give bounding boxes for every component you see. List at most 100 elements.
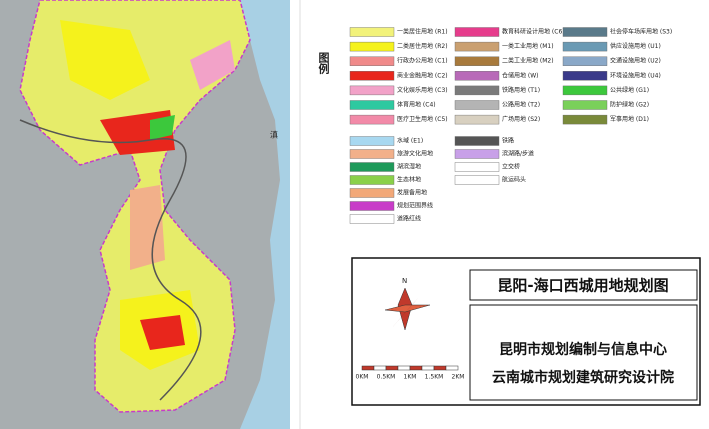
legend-swatch bbox=[349, 100, 395, 110]
scale-segment bbox=[445, 365, 459, 371]
legend-swatch bbox=[562, 56, 608, 66]
legend-label: 铁路 bbox=[502, 137, 514, 145]
organization: 昆明市规划编制与信息中心 bbox=[499, 341, 667, 358]
legend-label: 立交桥 bbox=[502, 163, 520, 171]
legend-label: 教育科研设计用地 (C6) bbox=[502, 28, 565, 36]
map-title: 昆阳-海口西城用地规划图 bbox=[497, 277, 668, 295]
zone bbox=[140, 315, 185, 350]
scale-label: 0KM bbox=[356, 374, 369, 381]
legend-swatch bbox=[349, 71, 395, 81]
legend-label: 道路红线 bbox=[397, 215, 421, 223]
legend-label: 军事用地 (D1) bbox=[610, 115, 649, 123]
legend-label: 规划范围界线 bbox=[397, 202, 433, 210]
legend-swatch bbox=[454, 136, 500, 146]
legend-label: 一类居住用地 (R1) bbox=[397, 28, 448, 36]
scale-segment bbox=[433, 365, 447, 371]
legend-label: 供应设施用地 (U1) bbox=[610, 42, 661, 50]
legend-label: 铁路用地 (T1) bbox=[502, 86, 540, 94]
compass bbox=[384, 304, 431, 313]
legend-swatch bbox=[454, 85, 500, 96]
scale-label: 0.5KM bbox=[377, 374, 396, 381]
zone bbox=[150, 115, 175, 140]
compass bbox=[390, 298, 418, 330]
frame bbox=[469, 269, 698, 301]
scale-segment bbox=[373, 365, 387, 371]
legend-swatch bbox=[349, 201, 395, 211]
legend-label: 生态林地 bbox=[397, 176, 421, 184]
legend-label: 旅游文化用地 bbox=[397, 150, 433, 158]
lake-label: 滇 bbox=[270, 130, 278, 140]
legend-label: 医疗卫生用地 (C5) bbox=[397, 115, 448, 123]
legend-label: 一类工业用地 (M1) bbox=[502, 42, 554, 50]
title-box: 昆阳-海口西城用地规划图 昆明市规划编制与信息中心 云南城市规划建筑研究设计院 … bbox=[351, 257, 701, 406]
legend-swatch bbox=[349, 114, 395, 125]
scale-bar: 0KM 0.5KM 1KM 1.5KM 2KM bbox=[356, 365, 465, 381]
scale-segment bbox=[385, 365, 399, 371]
legend-swatch bbox=[454, 27, 500, 37]
legend-label: 二类居住用地 (R2) bbox=[397, 42, 448, 50]
legend-label: 广场用地 (S2) bbox=[502, 115, 540, 123]
scale-label: 1KM bbox=[404, 374, 417, 381]
legend-swatch bbox=[454, 100, 500, 110]
frame bbox=[351, 257, 701, 406]
legend-label: 仓储用地 (W) bbox=[502, 71, 539, 79]
scale-segment bbox=[409, 365, 423, 371]
legend-label: 公共绿地 (G1) bbox=[610, 86, 649, 94]
legend: 一类居住用地 (R1) 二类居住用地 (R2) 行政办公用地 (C1) 商业金融用地 … bbox=[349, 27, 672, 224]
legend-swatch bbox=[562, 85, 608, 96]
zone bbox=[190, 40, 235, 90]
legend-swatch bbox=[454, 41, 500, 52]
road bbox=[19, 119, 202, 401]
legend-swatch bbox=[454, 71, 500, 81]
legend-swatch bbox=[454, 114, 500, 125]
legend-label: 行政办公用地 (C1) bbox=[397, 57, 448, 65]
legend-swatch bbox=[349, 41, 395, 52]
legend-swatch bbox=[562, 71, 608, 81]
lake bbox=[230, 0, 290, 429]
legend-label: 湖滨湿地 bbox=[397, 163, 421, 171]
legend-swatch bbox=[349, 214, 395, 224]
legend-swatch bbox=[562, 27, 608, 37]
legend-label: 环境设施用地 (U4) bbox=[610, 71, 661, 79]
legend-swatch bbox=[349, 85, 395, 96]
legend-label: 体育用地 (C4) bbox=[397, 101, 436, 109]
zone bbox=[130, 185, 165, 270]
legend-swatch bbox=[349, 136, 395, 146]
zone bbox=[60, 20, 150, 100]
legend-label: 公路用地 (T2) bbox=[502, 101, 540, 109]
organization: 云南城市规划建筑研究设计院 bbox=[492, 369, 674, 386]
scale-label: 2KM bbox=[452, 374, 465, 381]
legend-swatch bbox=[454, 162, 500, 172]
legend-label: 滨湖路/步道 bbox=[502, 150, 534, 158]
scale-label: 1.5KM bbox=[425, 374, 444, 381]
legend-swatch bbox=[349, 188, 395, 198]
legend-swatch bbox=[454, 56, 500, 66]
legend-title: 图例 bbox=[317, 52, 330, 75]
legend-swatch bbox=[349, 162, 395, 172]
legend-swatch bbox=[454, 175, 500, 185]
legend-label: 二类工业用地 (M2) bbox=[502, 57, 554, 65]
north-label: N bbox=[402, 277, 407, 285]
scale-segment bbox=[361, 365, 375, 371]
legend-label: 文化娱乐用地 (C3) bbox=[397, 86, 448, 94]
legend-label: 商业金融用地 (C2) bbox=[397, 71, 448, 79]
legend-label: 社会停车场库用地 (S3) bbox=[610, 28, 672, 36]
frame bbox=[469, 304, 698, 401]
legend-label: 交通设施用地 (U2) bbox=[610, 57, 661, 65]
legend-swatch bbox=[562, 100, 608, 110]
legend-swatch bbox=[454, 149, 500, 159]
legend-label: 防护绿地 (G2) bbox=[610, 101, 649, 109]
scale-segment bbox=[397, 365, 411, 371]
legend-label: 发展备用地 bbox=[397, 189, 427, 197]
legend-swatch bbox=[349, 175, 395, 185]
map: 滇 bbox=[0, 0, 290, 429]
legend-swatch bbox=[349, 149, 395, 159]
legend-label: 航运码头 bbox=[502, 176, 526, 184]
legend-swatch bbox=[349, 27, 395, 37]
legend-swatch bbox=[349, 56, 395, 66]
legend-label: 水域 (E1) bbox=[397, 137, 423, 145]
legend-swatch bbox=[562, 114, 608, 125]
legend-swatch bbox=[562, 41, 608, 52]
scale-segment bbox=[421, 365, 435, 371]
